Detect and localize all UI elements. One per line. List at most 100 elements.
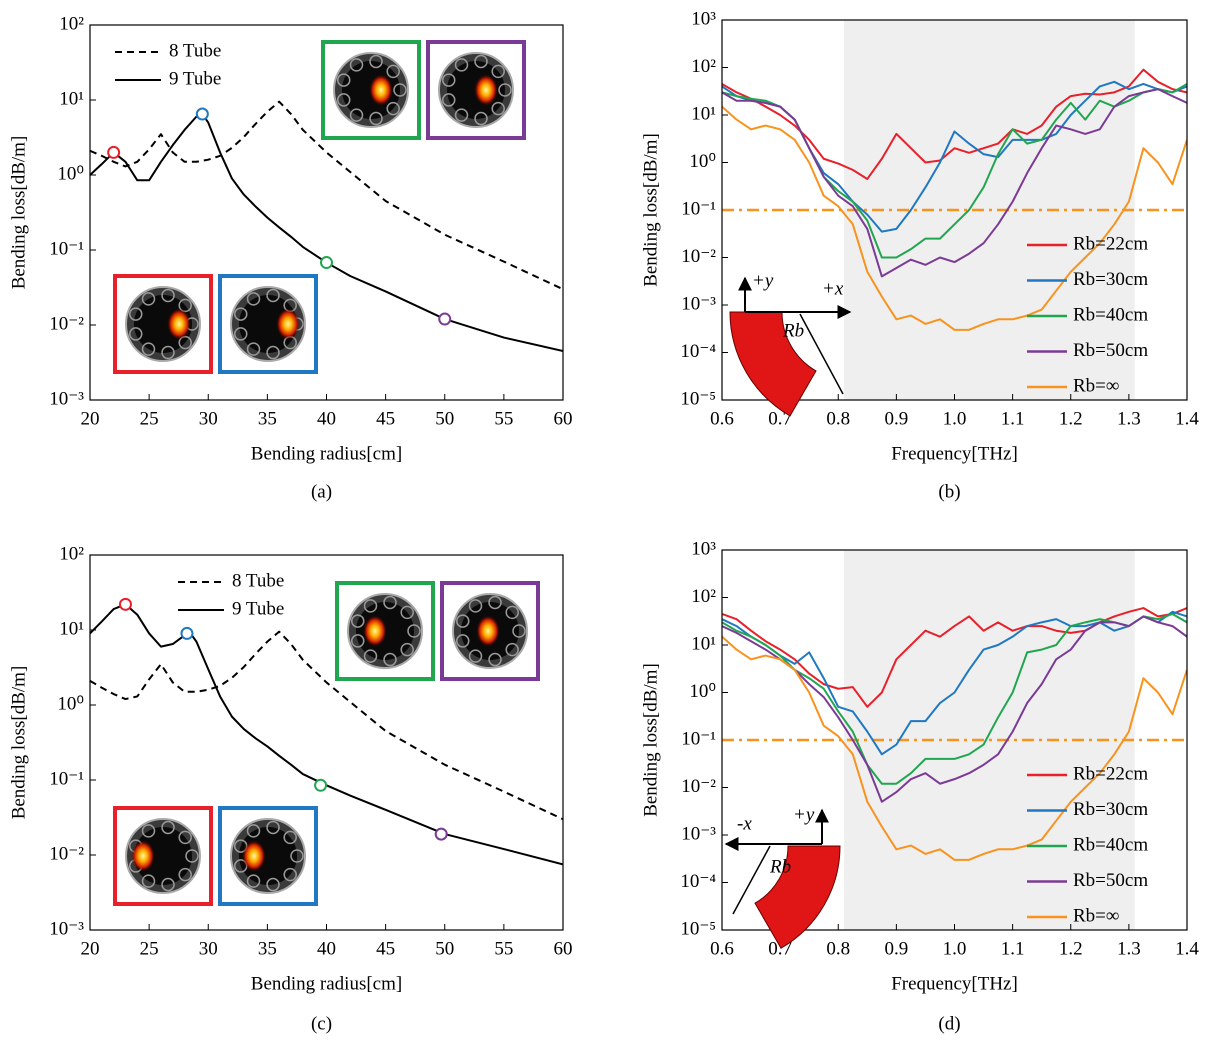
series-line xyxy=(90,100,563,291)
fiber-tube xyxy=(386,101,400,116)
fiber-tube xyxy=(491,101,505,116)
radius-line xyxy=(732,845,771,915)
fiber-tube xyxy=(455,634,470,648)
fiber-tube xyxy=(141,874,156,888)
fiber-tube xyxy=(178,867,192,882)
annotation: Rb xyxy=(782,320,804,341)
fiber-tube xyxy=(246,292,261,306)
legend-label: Rb=30cm xyxy=(1073,799,1148,820)
fiber-tube xyxy=(283,867,297,882)
mode-spot xyxy=(131,840,155,872)
fiber-tube xyxy=(369,54,383,69)
panel-caption: (b) xyxy=(938,481,960,502)
x-tick-label: 1.0 xyxy=(943,408,967,429)
y-tick-label: 10² xyxy=(59,13,84,34)
y-tick-label: 10⁻¹ xyxy=(681,728,716,749)
y-tick-label: 10² xyxy=(59,543,84,564)
x-tick-label: 55 xyxy=(494,938,513,959)
fiber-tube xyxy=(246,342,261,356)
annotation: Rb xyxy=(769,856,791,877)
highlight-marker xyxy=(320,256,333,270)
legend-label: 9 Tube xyxy=(232,598,284,619)
series-line xyxy=(722,105,1187,331)
y-tick-label: 10¹ xyxy=(691,633,716,654)
y-tick-label: 10² xyxy=(691,56,716,77)
x-tick-label: 30 xyxy=(199,408,218,429)
legend-label: Rb=50cm xyxy=(1073,870,1148,891)
fiber-tube xyxy=(233,307,248,321)
annotation: +x xyxy=(822,278,844,299)
y-tick-label: 10⁻¹ xyxy=(49,768,84,789)
fiber-tube xyxy=(336,73,351,87)
x-axis-label: Frequency[THz] xyxy=(891,443,1018,464)
x-tick-label: 60 xyxy=(554,408,573,429)
mode-spot xyxy=(167,308,191,340)
legend-label: Rb=22cm xyxy=(1073,763,1148,784)
highlight-marker xyxy=(195,107,209,121)
x-tick-label: 35 xyxy=(258,408,277,429)
fiber-tube xyxy=(161,288,175,303)
mode-spot xyxy=(242,840,266,872)
y-tick-label: 10⁻² xyxy=(49,843,84,864)
series-line xyxy=(722,610,1187,756)
series-line xyxy=(722,88,1187,278)
fiber-tube xyxy=(369,111,383,126)
fiber-tube xyxy=(498,83,512,97)
fiber-tube xyxy=(161,820,175,835)
series-line xyxy=(722,607,1187,708)
plot-frame xyxy=(721,19,1188,401)
y-tick-label: 10⁻³ xyxy=(49,388,84,409)
y-tick-label: 10⁻¹ xyxy=(681,198,716,219)
fiber-tube xyxy=(383,652,397,667)
legend-label: 8 Tube xyxy=(169,40,221,61)
fiber-tube xyxy=(246,824,261,838)
fiber-tube xyxy=(141,824,156,838)
x-tick-label: 0.6 xyxy=(710,408,734,429)
y-tick-label: 10⁻⁵ xyxy=(680,388,716,409)
panel: 10⁻³ 10⁻² 10⁻¹ 10⁰ 10¹ 10² 20 25 30 35 40 45 50 55 60 8… xyxy=(8,543,572,1034)
y-tick-label: 10³ xyxy=(691,538,716,559)
series-line xyxy=(90,603,563,866)
x-tick-label: 20 xyxy=(81,408,100,429)
x-tick-label: 1.4 xyxy=(1175,938,1199,959)
highlight-marker xyxy=(107,145,121,159)
x-tick-label: 1.3 xyxy=(1117,408,1141,429)
y-tick-label: 10⁰ xyxy=(57,693,84,714)
y-axis-label: Bending loss[dB/m] xyxy=(8,136,29,290)
fiber-tube xyxy=(141,342,156,356)
x-tick-label: 45 xyxy=(376,408,395,429)
annotation: +y xyxy=(752,270,774,291)
y-tick-label: 10⁰ xyxy=(689,151,716,172)
fiber-tube xyxy=(349,108,364,122)
y-tick-label: 10⁰ xyxy=(57,163,84,184)
panel: 10⁻³ 10⁻² 10⁻¹ 10⁰ 10¹ 10² 20 25 30 35 40 45 50 55 60 8… xyxy=(8,13,572,502)
fiber-tube xyxy=(400,605,414,620)
fiber-tube xyxy=(407,624,421,638)
series-line xyxy=(90,113,563,352)
panel-caption: (a) xyxy=(311,481,332,502)
mode-spot xyxy=(476,615,500,647)
fiber-tube xyxy=(185,849,199,863)
x-tick-label: 1.3 xyxy=(1117,938,1141,959)
highlight-marker xyxy=(438,312,452,326)
y-tick-label: 10⁰ xyxy=(689,681,716,702)
fiber-tube xyxy=(474,111,488,126)
fiber-tube xyxy=(454,58,469,72)
x-tick-label: 0.8 xyxy=(826,408,850,429)
fiber-core xyxy=(239,295,297,353)
fiber-tube xyxy=(349,58,364,72)
x-tick-label: 35 xyxy=(258,938,277,959)
fiber-tube xyxy=(488,595,502,610)
fiber-tube xyxy=(178,830,192,845)
y-tick-label: 10¹ xyxy=(59,88,84,109)
legend-label: Rb=30cm xyxy=(1073,269,1148,290)
x-tick-label: 25 xyxy=(140,408,159,429)
fiber-tube xyxy=(350,634,365,648)
fiber-tube xyxy=(233,327,248,341)
bent-fiber xyxy=(729,311,817,417)
x-tick-label: 1.2 xyxy=(1059,938,1083,959)
fiber-tube xyxy=(386,64,400,79)
mode-spot xyxy=(363,615,387,647)
